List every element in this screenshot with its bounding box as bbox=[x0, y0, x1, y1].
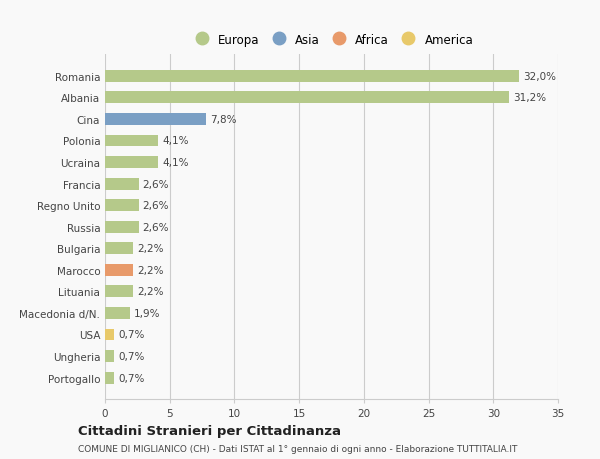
Bar bbox=[105, 200, 139, 212]
Bar bbox=[105, 286, 133, 297]
Bar bbox=[105, 135, 158, 147]
Text: 0,7%: 0,7% bbox=[118, 330, 145, 340]
Bar bbox=[105, 308, 130, 319]
Legend: Europa, Asia, Africa, America: Europa, Asia, Africa, America bbox=[186, 30, 477, 50]
Bar bbox=[105, 114, 206, 126]
Bar bbox=[105, 350, 114, 362]
Bar bbox=[105, 243, 133, 255]
Text: COMUNE DI MIGLIANICO (CH) - Dati ISTAT al 1° gennaio di ogni anno - Elaborazione: COMUNE DI MIGLIANICO (CH) - Dati ISTAT a… bbox=[78, 444, 517, 453]
Text: 0,7%: 0,7% bbox=[118, 351, 145, 361]
Text: 4,1%: 4,1% bbox=[162, 158, 188, 168]
Text: 2,6%: 2,6% bbox=[143, 201, 169, 211]
Text: 32,0%: 32,0% bbox=[523, 72, 556, 82]
Bar bbox=[105, 157, 158, 168]
Text: Cittadini Stranieri per Cittadinanza: Cittadini Stranieri per Cittadinanza bbox=[78, 424, 341, 437]
Bar bbox=[105, 178, 139, 190]
Bar bbox=[105, 264, 133, 276]
Text: 1,9%: 1,9% bbox=[133, 308, 160, 318]
Bar bbox=[105, 372, 114, 384]
Bar bbox=[105, 329, 114, 341]
Text: 2,2%: 2,2% bbox=[137, 287, 164, 297]
Text: 0,7%: 0,7% bbox=[118, 373, 145, 383]
Text: 2,6%: 2,6% bbox=[143, 179, 169, 189]
Bar bbox=[105, 71, 519, 83]
Bar bbox=[105, 92, 509, 104]
Text: 2,2%: 2,2% bbox=[137, 265, 164, 275]
Text: 31,2%: 31,2% bbox=[513, 93, 546, 103]
Text: 2,6%: 2,6% bbox=[143, 222, 169, 232]
Text: 4,1%: 4,1% bbox=[162, 136, 188, 146]
Text: 2,2%: 2,2% bbox=[137, 244, 164, 254]
Text: 7,8%: 7,8% bbox=[210, 115, 236, 125]
Bar bbox=[105, 221, 139, 233]
